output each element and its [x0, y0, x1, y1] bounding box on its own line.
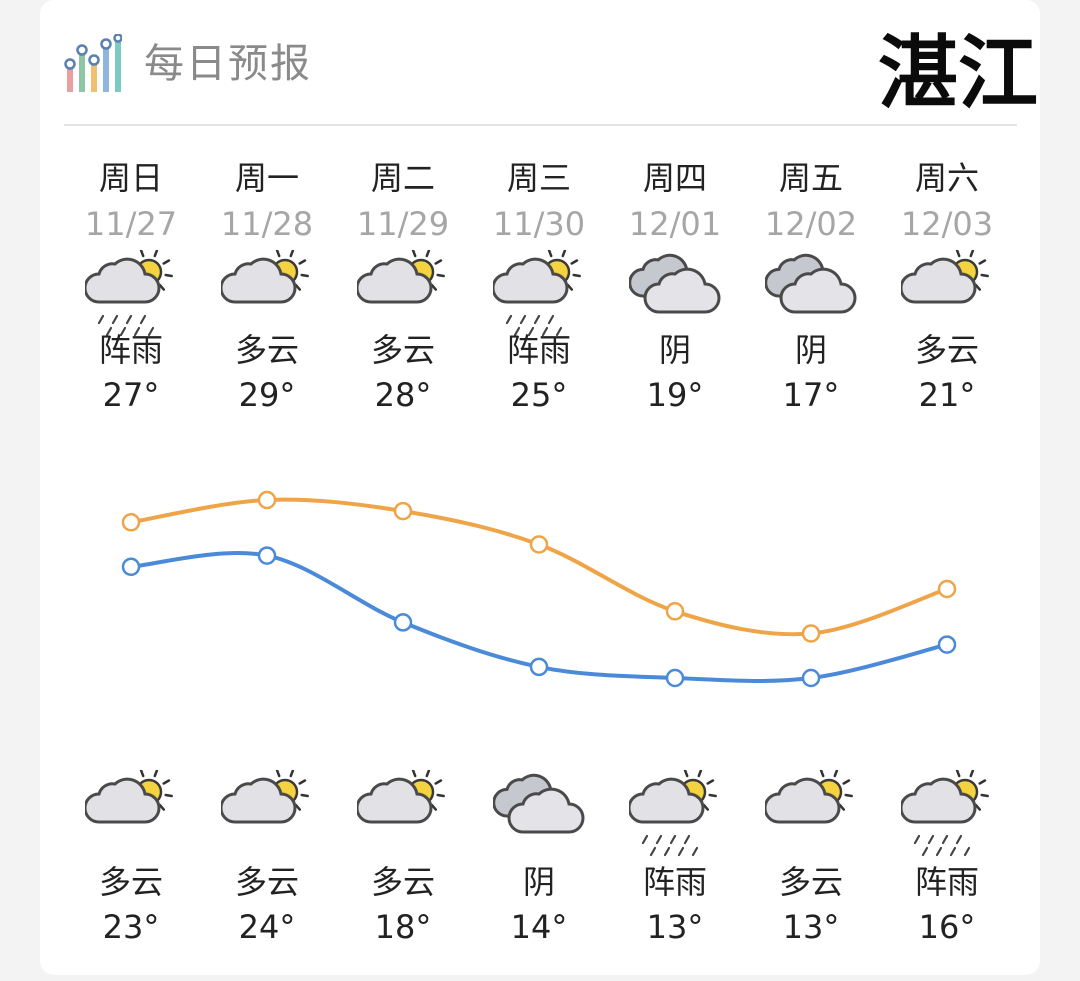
shower-rain-icon — [629, 770, 717, 857]
low-temp: 23° — [102, 908, 160, 946]
day-column-top: 周日 11/27 阵雨 27° — [61, 158, 201, 415]
weekday-label: 周五 — [778, 159, 843, 197]
low-temp-point — [801, 668, 821, 688]
partly-cloudy-icon — [357, 770, 445, 824]
city-name: 湛江 — [878, 26, 1038, 120]
high-temp-point — [665, 602, 685, 621]
header-divider — [64, 124, 1017, 126]
high-temp-point — [937, 579, 957, 599]
high-temp: 17° — [782, 376, 840, 414]
day-condition: 阵雨 — [98, 331, 163, 369]
low-temp-point — [937, 635, 957, 654]
high-temp-point — [529, 535, 549, 554]
date-label: 12/02 — [764, 205, 858, 243]
high-temp: 21° — [918, 376, 976, 414]
night-condition: 阵雨 — [642, 863, 707, 901]
night-condition: 阴 — [522, 863, 555, 901]
day-condition: 多云 — [914, 331, 979, 369]
low-temp-point — [257, 546, 277, 565]
weekday-label: 周六 — [914, 159, 979, 197]
day-column-bottom: 阵雨 16° — [877, 770, 1017, 947]
night-condition: 阵雨 — [914, 863, 979, 901]
date-label: 11/27 — [84, 205, 178, 243]
partly-cloudy-icon — [221, 250, 309, 304]
date-label: 11/30 — [492, 205, 586, 243]
day-column-bottom: 阴 14° — [469, 770, 609, 947]
day-column-bottom: 多云 23° — [61, 770, 201, 947]
weekday-label: 周二 — [370, 159, 435, 197]
low-temp-point — [529, 657, 549, 677]
partly-cloudy-icon — [85, 770, 173, 824]
overcast-icon — [629, 253, 721, 314]
night-condition: 多云 — [234, 863, 299, 901]
high-temp: 25° — [510, 376, 568, 414]
high-temp-point — [121, 513, 141, 532]
shower-rain-icon — [901, 770, 989, 857]
night-condition: 多云 — [98, 863, 163, 901]
day-column-top: 周二 11/29 多云 28° — [333, 158, 473, 415]
low-temp-point — [665, 668, 685, 688]
day-column-top: 周一 11/28 多云 29° — [197, 158, 337, 415]
day-condition: 阴 — [794, 331, 827, 369]
partly-cloudy-icon — [357, 250, 445, 304]
high-temp: 27° — [102, 376, 160, 414]
high-temp-point — [393, 501, 413, 521]
low-temp: 16° — [918, 908, 976, 946]
high-temp-point — [801, 624, 821, 643]
day-column-top: 周四 12/01 阴 19° — [605, 158, 745, 415]
low-temp-point — [121, 557, 141, 577]
day-condition: 多云 — [370, 331, 435, 369]
partly-cloudy-icon — [221, 770, 309, 824]
weekday-label: 周四 — [642, 159, 707, 197]
day-column-bottom: 多云 18° — [333, 770, 473, 947]
high-temp-line — [130, 497, 948, 637]
low-temp: 13° — [646, 908, 704, 946]
day-column-bottom: 多云 13° — [741, 770, 881, 947]
day-condition: 阵雨 — [506, 331, 571, 369]
weekday-label: 周三 — [506, 159, 571, 197]
section-title: 每日预报 — [144, 41, 312, 87]
date-label: 12/03 — [900, 205, 994, 243]
low-temp-point — [393, 613, 413, 632]
shower-rain-icon — [85, 250, 173, 337]
date-label: 12/01 — [628, 205, 722, 243]
overcast-icon — [493, 773, 585, 834]
high-temp-point — [257, 490, 277, 510]
weekday-label: 周日 — [98, 159, 163, 197]
low-temp: 18° — [374, 908, 432, 946]
day-condition: 阴 — [658, 331, 691, 369]
day-condition: 多云 — [234, 331, 299, 369]
day-column-top: 周三 11/30 阵雨 25° — [469, 158, 609, 415]
high-temp: 19° — [646, 376, 704, 414]
night-condition: 多云 — [370, 863, 435, 901]
low-temp: 24° — [238, 908, 296, 946]
night-condition: 多云 — [778, 863, 843, 901]
bar-chart-icon — [64, 34, 122, 92]
date-label: 11/29 — [356, 205, 450, 243]
card-header: 每日预报 湛江 — [40, 0, 1040, 126]
day-column-bottom: 阵雨 13° — [605, 770, 745, 947]
low-temp: 14° — [510, 908, 568, 946]
day-column-top: 周六 12/03 多云 21° — [877, 158, 1017, 415]
partly-cloudy-icon — [901, 250, 989, 304]
weekday-label: 周一 — [234, 159, 299, 197]
day-column-top: 周五 12/02 阴 17° — [741, 158, 881, 415]
high-temp: 29° — [238, 376, 296, 414]
partly-cloudy-icon — [765, 770, 853, 824]
low-temp: 13° — [782, 908, 840, 946]
high-temp: 28° — [374, 376, 432, 414]
shower-rain-icon — [493, 250, 581, 337]
overcast-icon — [765, 253, 857, 314]
day-column-bottom: 多云 24° — [197, 770, 337, 947]
date-label: 11/28 — [220, 205, 314, 243]
